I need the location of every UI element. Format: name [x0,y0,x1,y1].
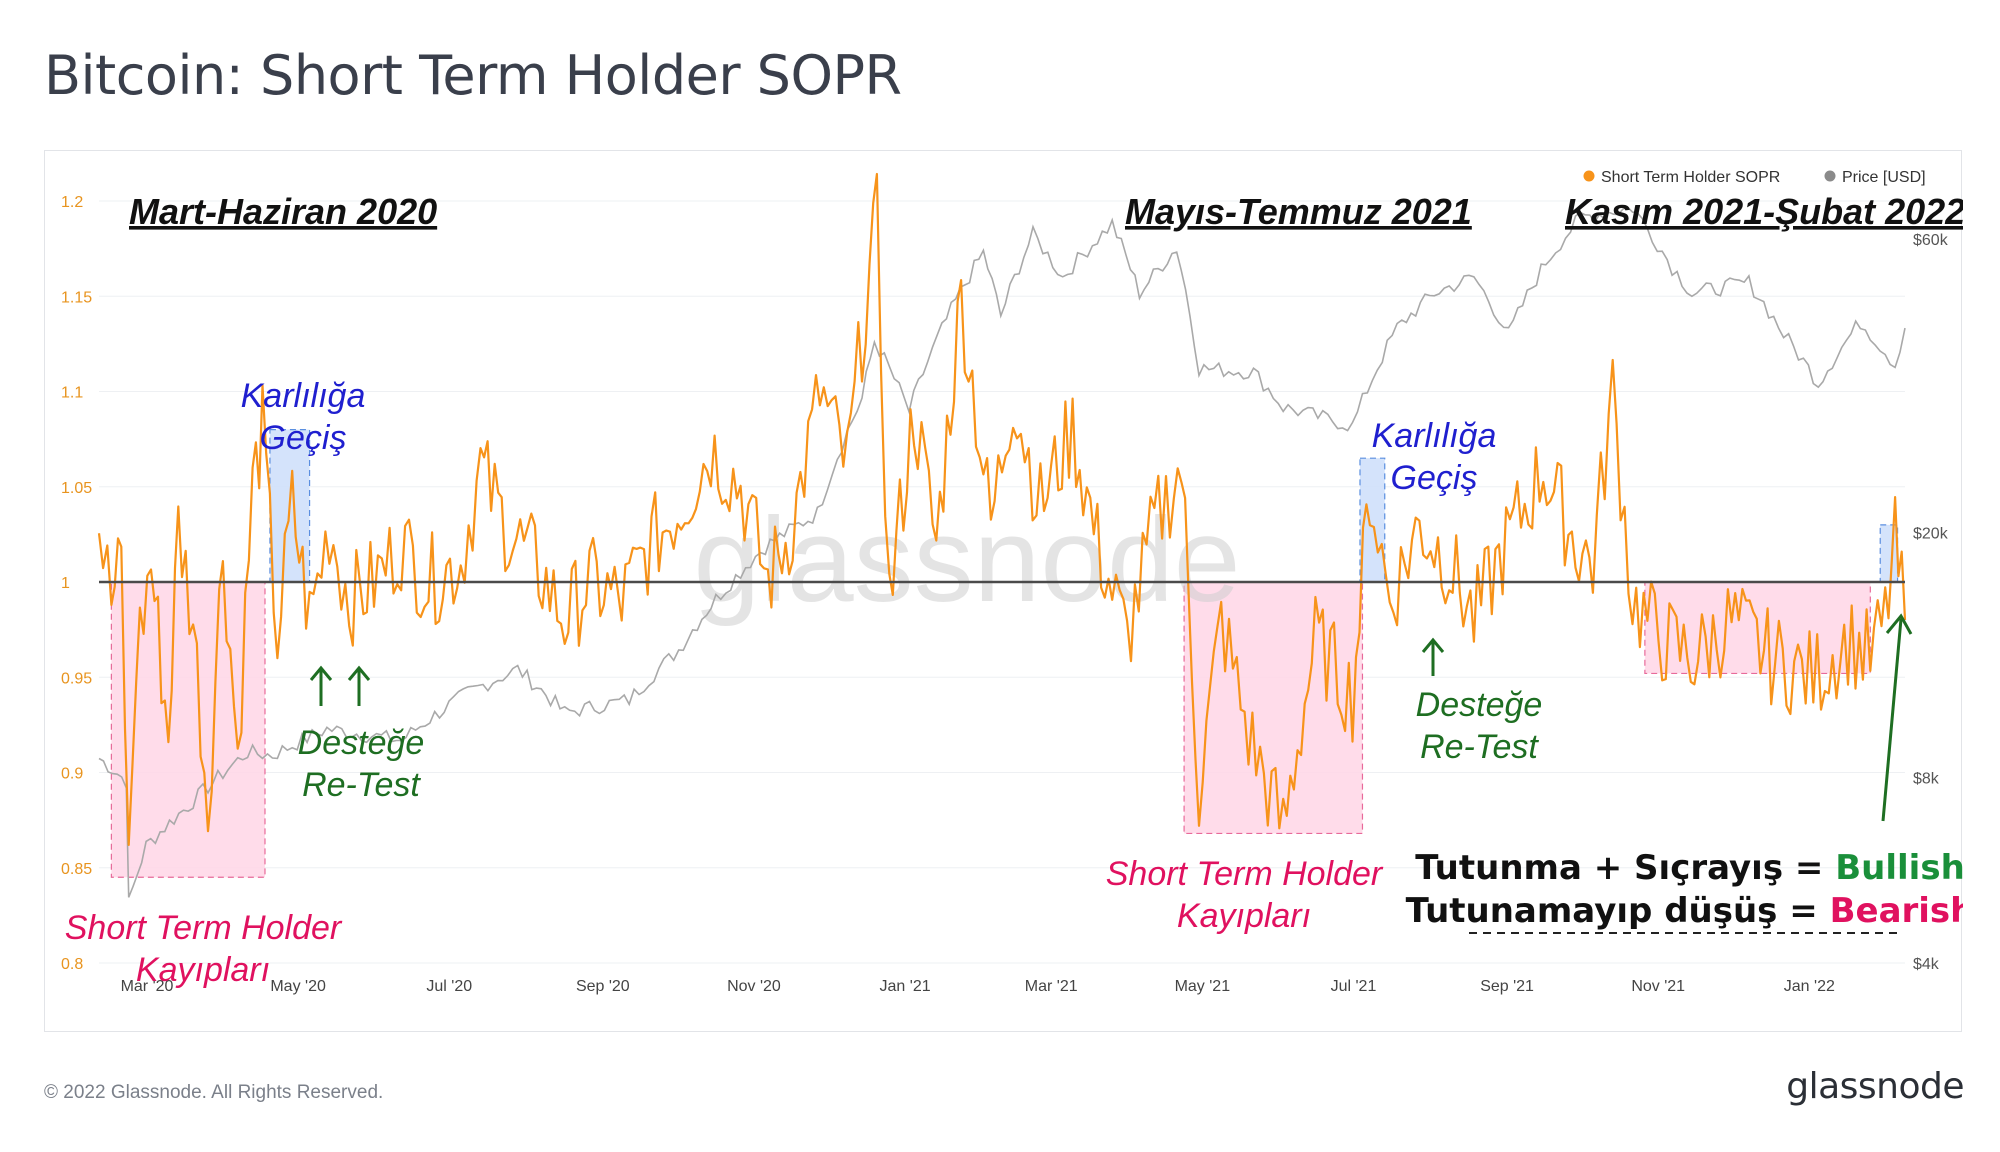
x-tick-4: Nov '20 [727,978,781,995]
annotation-sth-losses-2-line1: Short Term Holder [1106,855,1384,893]
y-left-tick-1: 1.15 [61,289,92,306]
x-tick-7: May '21 [1175,978,1231,995]
annotation-karlilik-1-line2: Geçiş [260,419,347,457]
y-right-tick-1: $20k [1913,526,1949,543]
y-right-tick-2: $8k [1913,771,1940,788]
annotation-sth-losses-2-line2: Kayıpları [1177,897,1311,935]
annotation-bearish-line: Tutunamayıp düşüş = Bearish [1406,891,1963,931]
x-tick-5: Jan '21 [880,978,931,995]
retest-arrows [309,613,1913,822]
bounce-arrow [1881,613,1913,822]
annotation-kasim-subat-2022: Kasım 2021-Şubat 2022 [1565,191,1963,232]
bearish-word: Bearish [1830,891,1963,931]
annotation-sth-losses-1-line1: Short Term Holder [65,909,343,947]
annotation-sth-losses-1-line2: Kayıpları [136,951,270,989]
x-tick-3: Sep '20 [576,978,630,995]
retest-arrow-3 [1421,637,1445,676]
annotation-karlilik-1-line1: Karlılığa [241,377,366,415]
y-right-tick-0: $60k [1913,232,1949,249]
y-left-tick-5: 0.95 [61,670,92,687]
retest-arrow-1 [309,665,333,706]
region-gain-2 [1359,457,1386,583]
x-tick-10: Nov '21 [1631,978,1685,995]
y-left-tick-7: 0.85 [61,861,92,878]
legend-sopr-dot [1583,170,1595,182]
annotation-mayis-temmuz-2021: Mayıs-Temmuz 2021 [1125,191,1472,232]
x-tick-11: Jan '22 [1784,978,1835,995]
brand-logo[interactable]: glassnode [1786,1066,1964,1107]
y-left-tick-2: 1.1 [61,385,83,402]
x-tick-2: Jul '20 [426,978,472,995]
annotation-destek-1-line2: Re-Test [302,766,421,804]
x-tick-1: May '20 [270,978,326,995]
annotation-bullish-line: Tutunma + Sıçrayış = Bullish [1415,848,1963,888]
legend-price-dot [1824,170,1836,182]
watermark: glassnode [693,493,1240,627]
y-right-tick-3: $4k [1913,956,1940,973]
price-layer [98,206,1906,898]
bearish-prefix: Tutunamayıp düşüş = [1406,891,1830,931]
annotation-destek-2-line1: Desteğe [1416,686,1543,724]
y-left-tick-3: 1.05 [61,480,92,497]
annotation-karlilik-2-line1: Karlılığa [1372,417,1497,455]
x-tick-9: Sep '21 [1480,978,1534,995]
page-title: Bitcoin: Short Term Holder SOPR [44,44,902,107]
legend-price-label[interactable]: Price [USD] [1842,169,1926,186]
chart-svg: glassnode 1.21.151.11.0510.950.90.850.8 … [61,169,1963,995]
region-gain-5 [1879,524,1899,583]
bullish-word: Bullish [1835,848,1963,888]
sopr-layer [97,172,1907,846]
legend: Short Term Holder SOPR Price [USD] [1583,169,1926,186]
y-left-tick-0: 1.2 [61,194,83,211]
annotation-mart-haziran-2020: Mart-Haziran 2020 [129,191,437,232]
annotation-destek-2-line2: Re-Test [1420,728,1539,766]
sopr-line [97,172,1907,846]
legend-sopr-label[interactable]: Short Term Holder SOPR [1601,169,1780,186]
copyright: © 2022 Glassnode. All Rights Reserved. [44,1082,384,1103]
y-left-tick-8: 0.8 [61,956,83,973]
x-ticks: Mar '20 May '20 Jul '20 Sep '20 Nov '20 Jan '… [121,978,1835,995]
y-left-ticks: 1.2 1.15 1.1 1.05 1 0.95 0.9 0.85 0.8 [61,194,92,973]
x-tick-6: Mar '21 [1025,978,1078,995]
annotation-karlilik-2-line2: Geçiş [1391,459,1478,497]
retest-arrow-2 [347,665,371,706]
x-tick-0: Mar '20 [121,978,174,995]
price-line [98,206,1906,898]
chart-frame: glassnode 1.2 1.15 1.1 1.05 1 0.95 0.9 0.85 0.8 … [44,150,1963,1032]
x-tick-8: Jul '21 [1331,978,1377,995]
annotation-destek-1-line1: Desteğe [298,724,425,762]
bullish-prefix: Tutunma + Sıçrayış = [1415,848,1835,888]
y-right-ticks: $60k $20k $8k $4k [1913,232,1949,973]
y-left-tick-4: 1 [61,575,70,592]
y-left-tick-6: 0.9 [61,766,83,783]
